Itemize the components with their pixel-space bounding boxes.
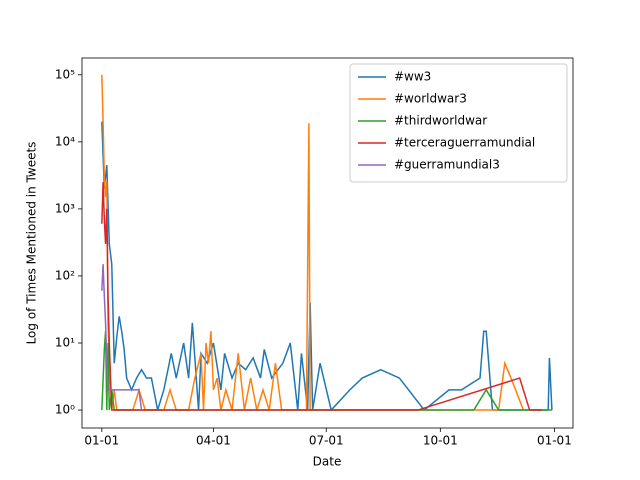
- series-line: [101, 182, 542, 411]
- y-tick-label: 10⁰: [55, 403, 75, 417]
- legend-label: #ww3: [394, 70, 431, 84]
- x-tick-label: 10-01: [423, 434, 458, 448]
- y-tick-label: 10¹: [55, 336, 75, 350]
- x-tick-label: 04-01: [196, 434, 231, 448]
- legend-label: #terceraguerramundial: [394, 136, 535, 150]
- legend-label: #guerramundial3: [394, 158, 500, 172]
- y-tick-label: 10⁴: [55, 134, 75, 148]
- x-axis-label: Date: [313, 455, 342, 469]
- series-line: [101, 264, 143, 411]
- x-tick-label: 07-01: [309, 434, 344, 448]
- y-tick-label: 10³: [55, 201, 75, 215]
- series-line: [101, 331, 552, 411]
- plot-frame: [81, 57, 574, 429]
- legend-label: #worldwar3: [394, 92, 467, 106]
- legend-box: [349, 63, 568, 183]
- legend-label: #thirdworldwar: [394, 114, 487, 128]
- y-tick-label: 10²: [55, 268, 75, 282]
- x-tick-label: 01-01: [84, 434, 119, 448]
- y-tick-label: 10⁵: [55, 67, 75, 81]
- y-axis-label: Log of Times Mentioned in Tweets: [25, 142, 39, 345]
- x-tick-label: 01-01: [537, 434, 572, 448]
